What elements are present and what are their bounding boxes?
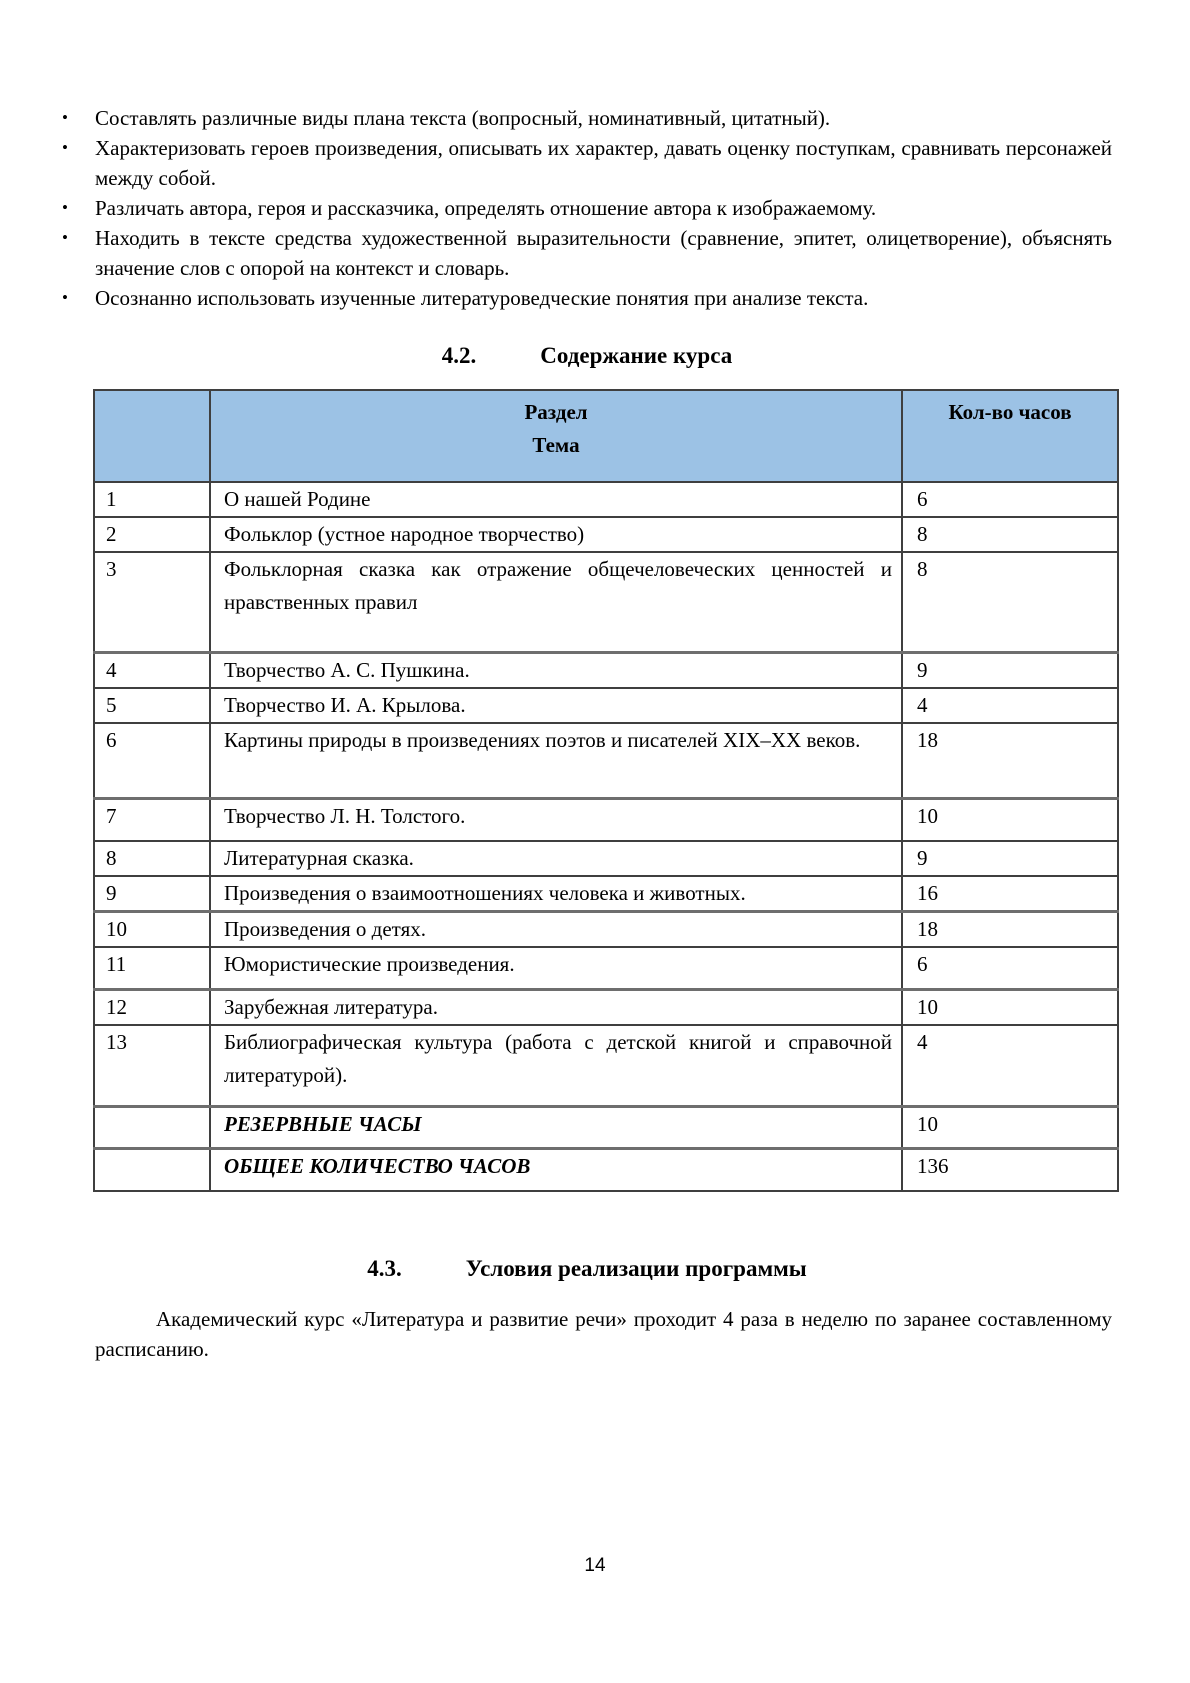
header-cell-empty (93, 389, 211, 483)
row-hours-cell: 4 (901, 1023, 1119, 1108)
row-number-cell: 1 (93, 481, 211, 518)
row-topic-cell: ОБЩЕЕ КОЛИЧЕСТВО ЧАСОВ (209, 1147, 903, 1192)
bullet-list: • Составлять различные виды плана текста… (62, 103, 1112, 313)
section-title: Условия реализации программы (465, 1255, 807, 1281)
row-topic-cell: О нашей Родине (209, 481, 903, 518)
bullet-icon: • (62, 198, 68, 217)
list-item-text: Осознанно использовать изученные литерат… (95, 286, 869, 310)
row-hours-cell: 4 (901, 686, 1119, 724)
row-topic-cell: Картины природы в произведениях поэтов и… (209, 721, 903, 800)
table-header-row: Раздел Тема Кол-во часов (93, 389, 1119, 483)
row-hours-cell: 8 (901, 516, 1119, 553)
list-item: • Находить в тексте средства художествен… (62, 223, 1112, 283)
list-item-text: Характеризовать героев произведения, опи… (95, 136, 1112, 190)
table-row: 5 Творчество И. А. Крылова. 4 (93, 686, 1119, 724)
bullet-icon: • (62, 108, 68, 127)
row-number-cell (93, 1147, 211, 1192)
header-cell-hours: Кол-во часов (901, 389, 1119, 483)
list-item: • Составлять различные виды плана текста… (62, 103, 1112, 133)
row-hours-cell: 18 (901, 721, 1119, 800)
table-row: 7 Творчество Л. Н. Толстого. 10 (93, 797, 1119, 842)
row-number-cell: 6 (93, 721, 211, 800)
row-topic-cell: Произведения о взаимоотношениях человека… (209, 874, 903, 913)
section-number: 4.2. (441, 343, 477, 368)
row-hours-cell: 8 (901, 551, 1119, 653)
table-row: 3 Фольклорная сказка как отражение общеч… (93, 551, 1119, 653)
row-topic-cell: Фольклор (устное народное творчество) (209, 516, 903, 553)
list-item-text: Составлять различные виды плана текста (… (95, 106, 831, 130)
row-hours-cell: 10 (901, 1105, 1119, 1150)
row-hours-cell: 136 (901, 1147, 1119, 1192)
row-hours-cell: 9 (901, 650, 1119, 689)
row-hours-cell: 10 (901, 797, 1119, 842)
row-number-cell: 3 (93, 551, 211, 653)
row-hours-cell: 9 (901, 839, 1119, 877)
table-row: 2 Фольклор (устное народное творчество) … (93, 516, 1119, 553)
row-number-cell: 9 (93, 874, 211, 913)
row-topic-cell: Юмористические произведения. (209, 946, 903, 990)
row-topic-cell: Библиографическая культура (работа с дет… (209, 1023, 903, 1108)
course-content-table: Раздел Тема Кол-во часов 1 О нашей Родин… (93, 389, 1119, 1192)
row-topic-cell: РЕЗЕРВНЫЕ ЧАСЫ (209, 1105, 903, 1150)
section-title: Содержание курса (540, 343, 733, 368)
page-number: 14 (584, 1555, 606, 1576)
table-row: ОБЩЕЕ КОЛИЧЕСТВО ЧАСОВ 136 (93, 1147, 1119, 1192)
section-heading-4-3: 4.3. Условия реализации программы (62, 1256, 1112, 1282)
list-item-text: Находить в тексте средства художественно… (95, 226, 1112, 280)
row-topic-cell: Творчество Л. Н. Толстого. (209, 797, 903, 842)
table-row: 1 О нашей Родине 6 (93, 481, 1119, 518)
bullet-icon: • (62, 138, 68, 157)
row-number-cell (93, 1105, 211, 1150)
table-row: РЕЗЕРВНЫЕ ЧАСЫ 10 (93, 1105, 1119, 1150)
row-hours-cell: 16 (901, 874, 1119, 913)
row-number-cell: 13 (93, 1023, 211, 1108)
row-topic-cell: Произведения о детях. (209, 910, 903, 948)
table-body: 1 О нашей Родине 6 2 Фольклор (устное на… (93, 481, 1119, 1192)
bullet-icon: • (62, 228, 68, 247)
table-row: 12 Зарубежная литература. 10 (93, 987, 1119, 1026)
section-number: 4.3. (367, 1255, 402, 1281)
row-number-cell: 8 (93, 839, 211, 877)
row-hours-cell: 10 (901, 987, 1119, 1026)
row-topic-cell: Фольклорная сказка как отражение общечел… (209, 551, 903, 653)
row-number-cell: 5 (93, 686, 211, 724)
body-paragraph: Академический курс «Литература и развити… (95, 1306, 1112, 1361)
header-topic-line2: Тема (532, 433, 580, 457)
table-row: 4 Творчество А. С. Пушкина. 9 (93, 650, 1119, 689)
row-topic-cell: Творчество А. С. Пушкина. (209, 650, 903, 689)
row-number-cell: 12 (93, 987, 211, 1026)
list-item: • Различать автора, героя и рассказчика,… (62, 193, 1112, 223)
row-topic-cell: Литературная сказка. (209, 839, 903, 877)
row-topic-cell: Зарубежная литература. (209, 987, 903, 1026)
table-row: 11 Юмористические произведения. 6 (93, 946, 1119, 990)
row-hours-cell: 6 (901, 946, 1119, 990)
row-number-cell: 2 (93, 516, 211, 553)
table-row: 8 Литературная сказка. 9 (93, 839, 1119, 877)
list-item: • Осознанно использовать изученные литер… (62, 283, 1112, 313)
header-cell-topic: Раздел Тема (209, 389, 903, 483)
table-row: 6 Картины природы в произведениях поэтов… (93, 721, 1119, 800)
row-hours-cell: 18 (901, 910, 1119, 948)
row-number-cell: 7 (93, 797, 211, 842)
row-number-cell: 10 (93, 910, 211, 948)
row-number-cell: 11 (93, 946, 211, 990)
list-item: • Характеризовать героев произведения, о… (62, 133, 1112, 193)
table-row: 13 Библиографическая культура (работа с … (93, 1023, 1119, 1108)
table-row: 10 Произведения о детях. 18 (93, 910, 1119, 948)
table-row: 9 Произведения о взаимоотношениях челове… (93, 874, 1119, 913)
list-item-text: Различать автора, героя и рассказчика, о… (95, 196, 877, 220)
header-topic-line1: Раздел (524, 400, 588, 424)
section-heading-4-2: 4.2. Содержание курса (62, 343, 1112, 369)
row-hours-cell: 6 (901, 481, 1119, 518)
bullet-icon: • (62, 288, 68, 307)
row-number-cell: 4 (93, 650, 211, 689)
row-topic-cell: Творчество И. А. Крылова. (209, 686, 903, 724)
